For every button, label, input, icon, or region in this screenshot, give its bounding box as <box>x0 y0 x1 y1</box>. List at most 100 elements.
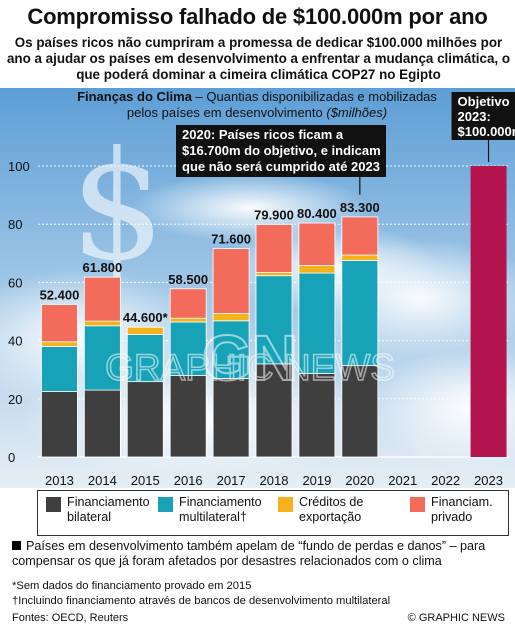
bar-segment <box>341 254 379 261</box>
total-label: 79.900 <box>254 207 294 222</box>
x-tick-label: 2022 <box>431 473 460 488</box>
y-tick-label: 40 <box>8 334 22 349</box>
losses-note-text: Países em desenvolvimento também apelam … <box>12 539 486 568</box>
bar-segment <box>212 313 250 322</box>
total-label: 61.800 <box>82 260 122 275</box>
bar-segment <box>341 216 379 256</box>
legend-label: Financiamento bilateral <box>67 495 150 525</box>
bar-segment <box>169 375 207 458</box>
y-tick-label: 100 <box>8 159 30 174</box>
legend-label: Financiamento multilateral† <box>179 495 262 525</box>
total-label: 52.400 <box>40 288 80 303</box>
watermark-text: GRAPHIC NEWS <box>105 347 395 388</box>
x-tick-label: 2020 <box>345 473 374 488</box>
x-tick-label: 2018 <box>260 473 289 488</box>
total-label: 80.400 <box>297 206 337 221</box>
page-title: Compromisso falhado de $100.000m por ano <box>27 4 488 29</box>
bar-segment <box>298 222 336 266</box>
total-label: 58.500 <box>168 272 208 287</box>
total-label: 71.600 <box>211 232 251 247</box>
target-callout-text: $100.000m <box>458 124 515 139</box>
bar-segment <box>41 304 78 343</box>
y-tick-label: 0 <box>8 450 15 465</box>
legend-label-line: Financiam. <box>431 495 493 509</box>
legend-label-line: privado <box>431 510 473 524</box>
legend-label-line: Créditos de <box>299 495 364 509</box>
bar-segment <box>212 248 250 314</box>
bar-segment <box>83 276 121 322</box>
legend-label: Financiam. privado <box>431 495 493 525</box>
x-tick-label: 2017 <box>217 473 246 488</box>
x-tick-label: 2021 <box>388 473 417 488</box>
losses-note: Países em desenvolvimento também apelam … <box>12 539 508 569</box>
bar-segment <box>212 378 250 458</box>
legend-label-line: bilateral <box>67 510 112 524</box>
bar-segment <box>41 391 78 458</box>
bar-segment <box>298 265 336 274</box>
annotation-box <box>176 125 386 177</box>
chart-title-rest: – Quantias disponibilizadas e mobilizada… <box>192 89 437 104</box>
bar-segment <box>83 320 121 327</box>
total-label: 83.300 <box>340 200 380 215</box>
bar-segment <box>255 363 293 458</box>
legend-label: Créditos de exportação <box>299 495 363 525</box>
credit: © GRAPHIC NEWS <box>407 612 505 624</box>
legend-label-line: exportação <box>299 510 362 524</box>
bar-segment <box>126 326 164 335</box>
x-tick-label: 2015 <box>131 473 160 488</box>
legend-label-line: Financiamento <box>179 495 262 509</box>
annotation-text: que não será cumprido até 2023 <box>182 159 380 174</box>
legend: Financiamento bilateral Financiamento multi… <box>37 490 509 536</box>
chart-title-lead: Finanças do Clima <box>77 89 193 104</box>
chart-title: Finanças do Clima – Quantias disponibili… <box>77 89 437 104</box>
y-tick-label: 60 <box>8 275 22 290</box>
bar-segment <box>83 389 121 458</box>
footnote-private-2015: *Sem dados do financiamento provado em 2… <box>12 580 252 592</box>
y-tick-label: 20 <box>8 392 22 407</box>
chart-title-line2: pelos países em desenvolvimento ($milhõe… <box>127 105 387 120</box>
bar-segment <box>83 325 121 391</box>
bullet-square-icon <box>12 541 21 550</box>
sources: Fontes: OECD, Reuters <box>12 612 129 624</box>
legend-label-line: multilateral† <box>179 510 247 524</box>
y-tick-label: 80 <box>8 217 22 232</box>
x-tick-label: 2016 <box>174 473 203 488</box>
dollar-cloud-icon: $ <box>70 120 165 294</box>
x-tick-label: 2014 <box>88 473 117 488</box>
x-tick-label: 2013 <box>45 473 74 488</box>
annotation-text: $16.700m do objetivo, e indicam <box>182 143 381 158</box>
bar-segment <box>126 334 164 383</box>
footnote-multilateral: †Incluindo financiamento através de banc… <box>12 595 391 607</box>
legend-swatch <box>46 497 61 512</box>
bar-segment <box>255 272 293 277</box>
watermark-monogram: GN <box>202 322 298 394</box>
bar-segment <box>255 224 293 273</box>
chart-labels: Finanças do Clima – Quantias disponibili… <box>8 89 515 488</box>
legend-swatch <box>410 497 425 512</box>
legend-label-line: Financiamento <box>67 495 150 509</box>
bar-segment <box>212 320 250 379</box>
bar-segment <box>298 373 336 458</box>
chart-title-rest-2: pelos países em desenvolvimento <box>127 105 326 120</box>
legend-swatch <box>158 497 173 512</box>
chart-area: $ Finanças do Clima – Quantias disponibi… <box>0 88 515 488</box>
page-subtitle: Os países ricos não cumpriram a promessa… <box>6 35 511 82</box>
x-tick-label: 2019 <box>302 473 331 488</box>
bar-segment <box>126 381 164 458</box>
chart-title-unit: ($milhões) <box>326 105 387 120</box>
annotation-text: 2020: Países ricos ficam a <box>182 127 344 142</box>
bar-segment <box>41 346 78 392</box>
bar-segment <box>169 288 207 319</box>
chart-bars <box>41 166 507 458</box>
bar-segment <box>341 260 379 367</box>
target-callout-text: Objetivo <box>458 94 510 109</box>
bar-segment <box>298 272 336 374</box>
x-tick-label: 2023 <box>474 473 503 488</box>
bar-segment <box>41 341 78 347</box>
watermark: GN GRAPHIC NEWS <box>104 321 395 395</box>
bar-segment <box>169 317 207 323</box>
target-bar <box>470 166 507 457</box>
legend-swatch <box>278 497 293 512</box>
target-callout-box <box>451 92 515 140</box>
